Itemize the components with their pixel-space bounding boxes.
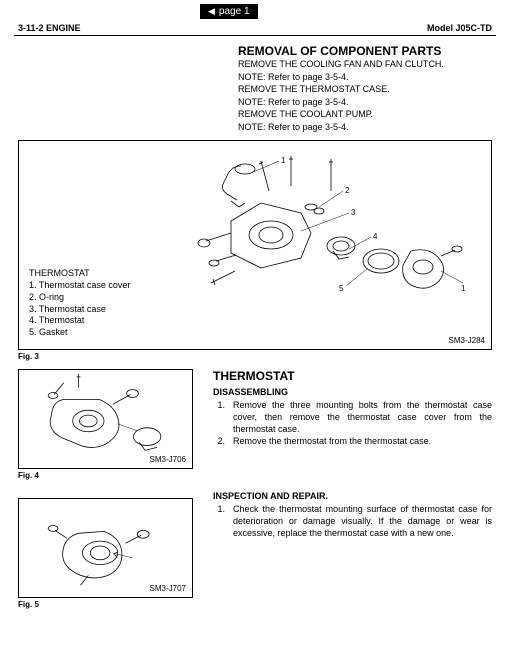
thermostat-title: THERMOSTAT [213,369,492,383]
header-left: 3-11-2 ENGINE [18,23,81,33]
figure-5: SM3-J707 [18,498,193,598]
list-item: 1. Remove the three mounting bolts from … [213,399,492,435]
disassembling-list: 1. Remove the three mounting bolts from … [213,399,492,448]
removal-line: REMOVE THE COOLANT PUMP. [238,108,492,121]
part-label: 5. Gasket [29,327,130,339]
svg-text:5: 5 [339,284,344,293]
disassembling-title: DISASSEMBLING [213,387,492,397]
removal-line: REMOVE THE THERMOSTAT CASE. [238,83,492,96]
figure-4-ref: SM3-J706 [150,455,186,464]
svg-text:1: 1 [281,156,286,165]
header-right: Model J05C-TD [427,23,492,33]
figure-4-caption: Fig. 4 [18,471,193,480]
figure-5-ref: SM3-J707 [150,584,186,593]
page-header: 3-11-2 ENGINE Model J05C-TD [0,23,510,33]
figure-3: 1 2 3 4 [18,140,492,350]
removal-line: NOTE: Refer to page 3-5-4. [238,96,492,109]
figure-4: SM3-J706 [18,369,193,469]
list-item: 1. Check the thermostat mounting surface… [213,503,492,539]
removal-line: REMOVE THE COOLING FAN AND FAN CLUTCH. [238,58,492,71]
part-label: 3. Thermostat case [29,304,130,316]
figure-3-labels: THERMOSTAT 1. Thermostat case cover 2. O… [29,268,130,338]
item-num: 2. [213,435,233,447]
figure-3-diagram: 1 2 3 4 [171,151,471,321]
part-label: 1. Thermostat case cover [29,280,130,292]
item-text: Remove the three mounting bolts from the… [233,399,492,435]
removal-title: REMOVAL OF COMPONENT PARTS [238,44,492,58]
svg-text:1: 1 [461,284,466,293]
inspection-list: 1. Check the thermostat mounting surface… [213,503,492,539]
item-num: 1. [213,503,233,539]
page-back-button[interactable]: ◀ page 1 [200,4,258,19]
svg-text:2: 2 [345,186,350,195]
removal-line: NOTE: Refer to page 3-5-4. [238,121,492,134]
item-text: Remove the thermostat from the thermosta… [233,435,492,447]
removal-lines: REMOVE THE COOLING FAN AND FAN CLUTCH. N… [238,58,492,134]
svg-text:3: 3 [351,208,356,217]
part-label: 4. Thermostat [29,315,130,327]
item-text: Check the thermostat mounting surface of… [233,503,492,539]
item-num: 1. [213,399,233,435]
inspection-title: INSPECTION AND REPAIR. [213,491,492,501]
figure-3-label-title: THERMOSTAT [29,268,130,280]
back-arrow-icon: ◀ [208,6,215,17]
list-item: 2. Remove the thermostat from the thermo… [213,435,492,447]
svg-text:4: 4 [373,232,378,241]
page-button-label: page 1 [219,6,250,17]
removal-line: NOTE: Refer to page 3-5-4. [238,71,492,84]
figure-3-caption: Fig. 3 [18,352,492,361]
header-rule [14,35,496,36]
figure-5-caption: Fig. 5 [18,600,193,609]
figure-3-ref: SM3-J284 [449,336,485,345]
part-label: 2. O-ring [29,292,130,304]
